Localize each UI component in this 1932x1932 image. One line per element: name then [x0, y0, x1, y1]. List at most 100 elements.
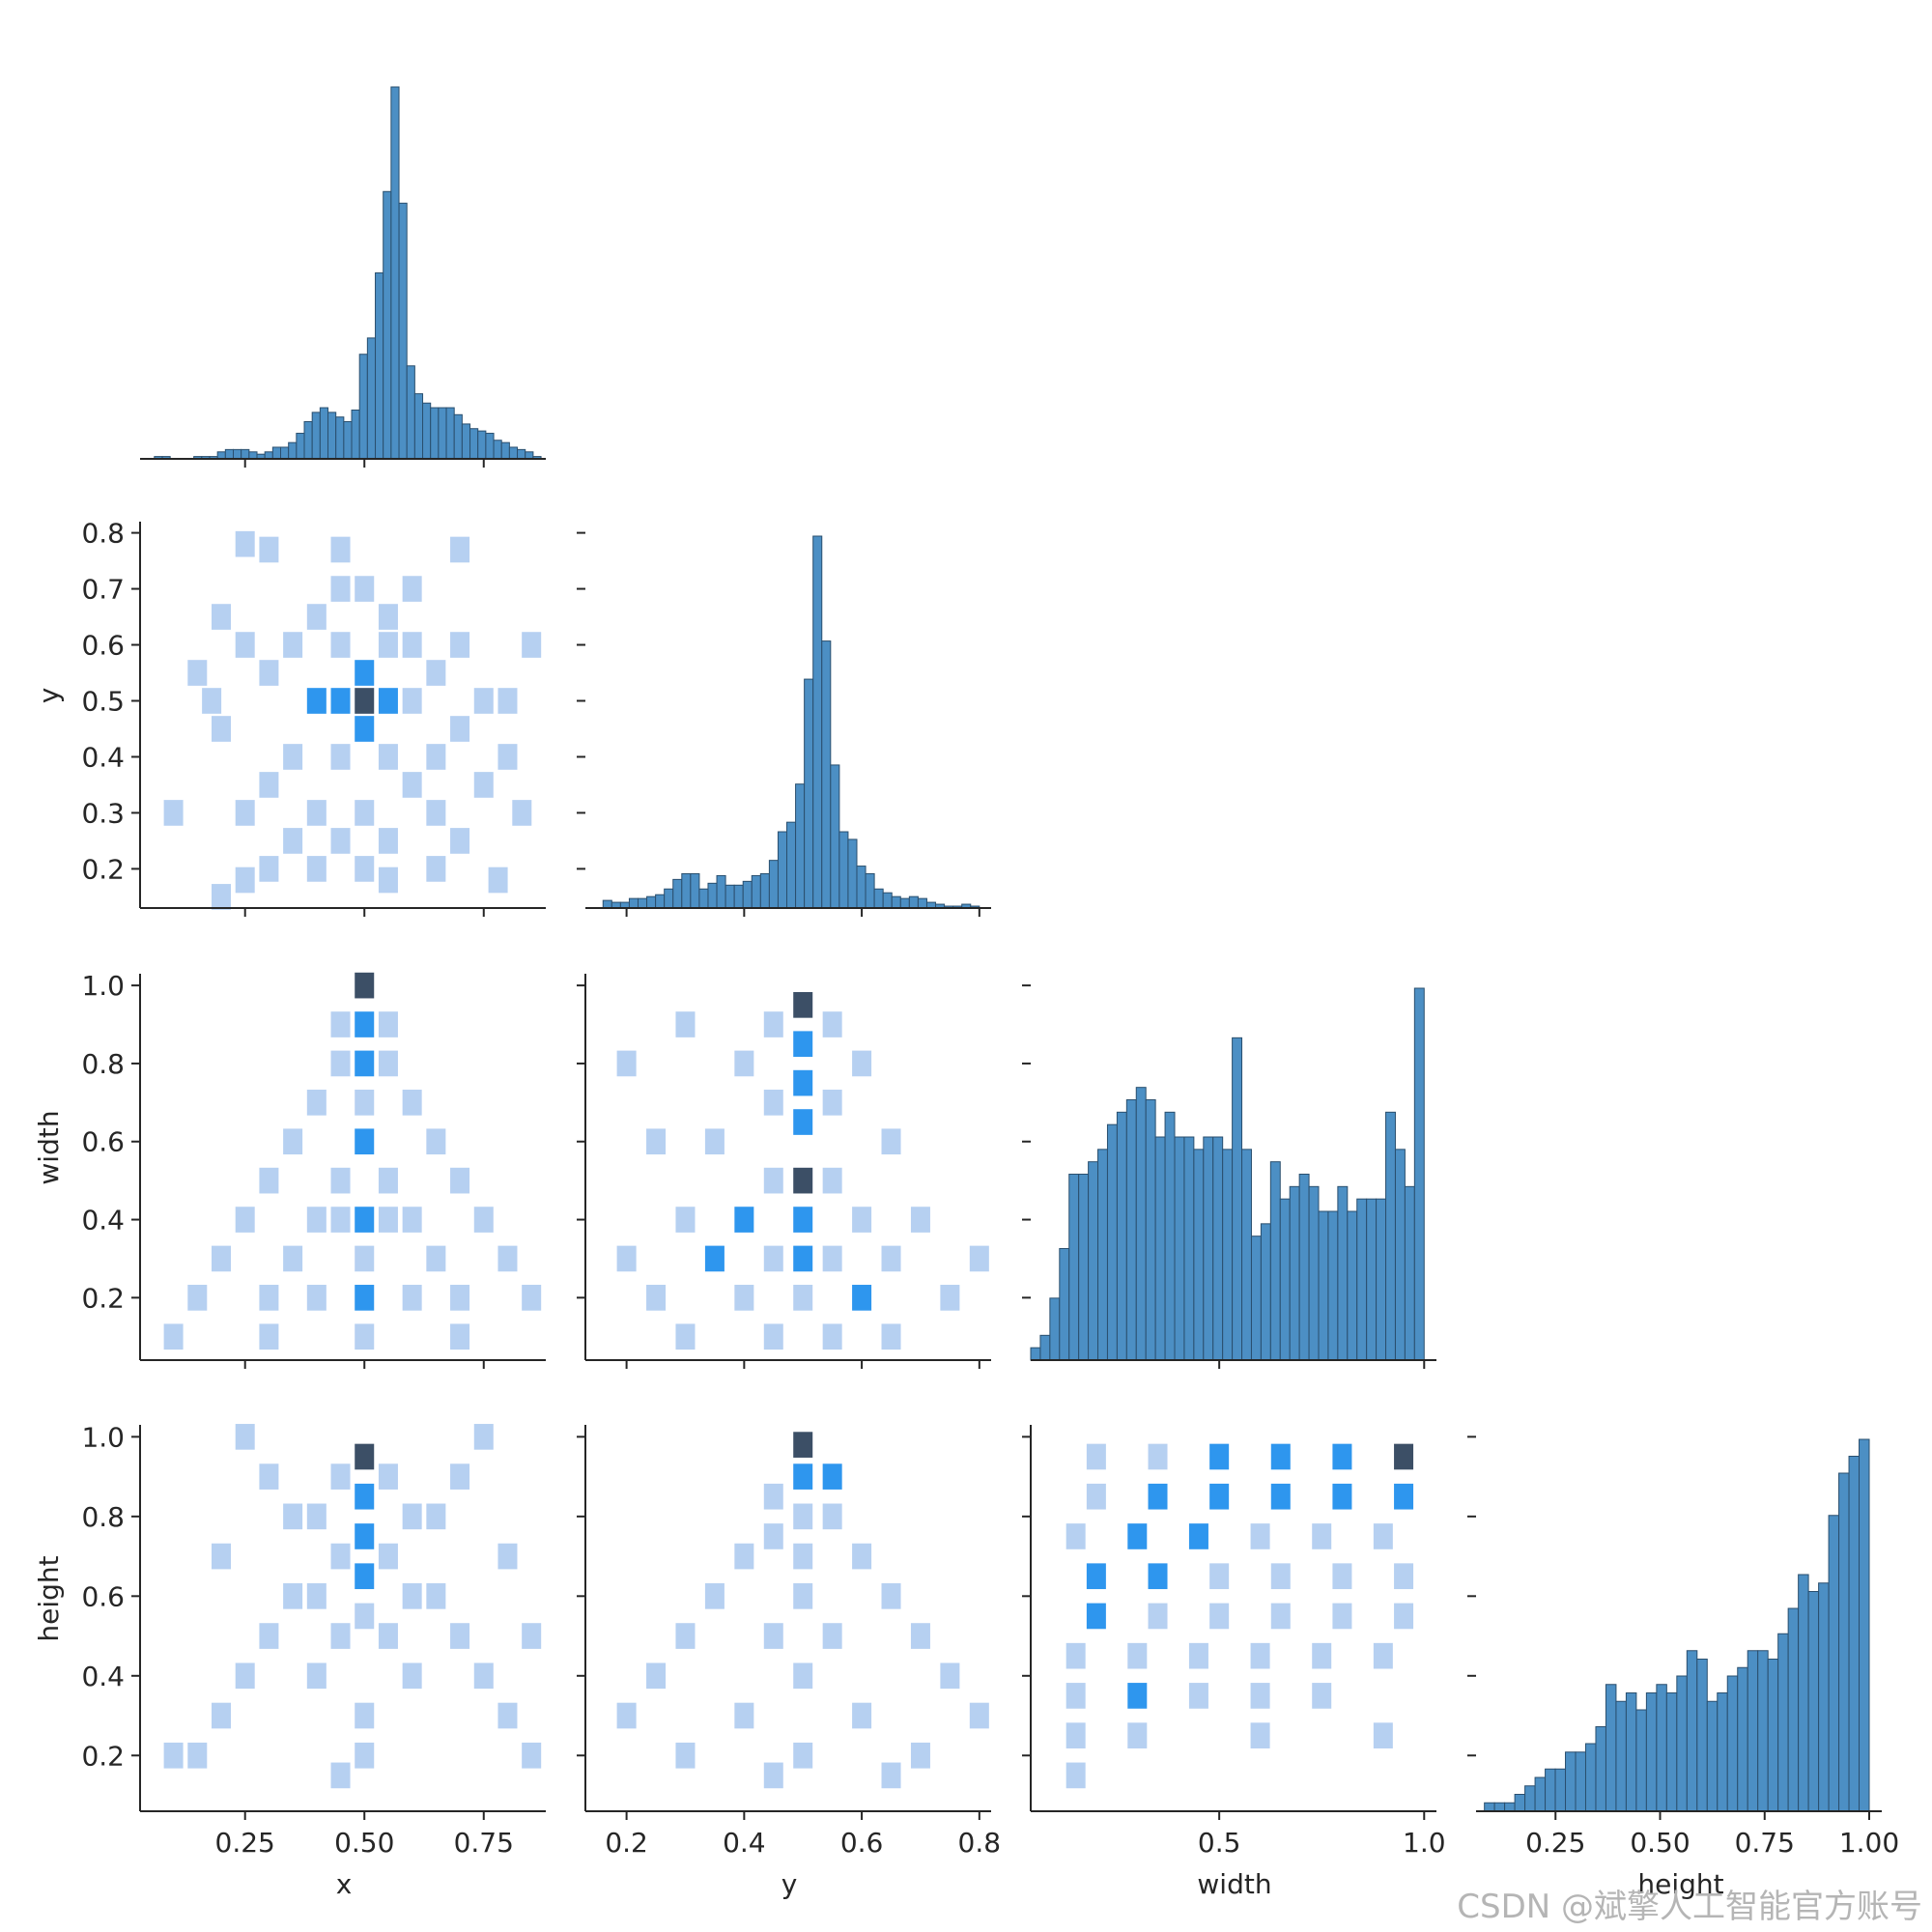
heat-cell-y-x [259, 772, 279, 798]
heat-cell-height-x [378, 1463, 398, 1490]
hist-bar-width [1106, 1123, 1118, 1361]
heat-cell-height-y [704, 1582, 724, 1609]
hist-bar-width [1260, 1223, 1271, 1361]
hist-bar-height [1726, 1675, 1739, 1812]
hist-bar-x [390, 86, 400, 460]
hist-bar-x [248, 451, 258, 460]
heat-cell-height-y [852, 1543, 872, 1570]
heat-cell-height-x [355, 1702, 375, 1729]
heat-cell-width-x [163, 1323, 184, 1350]
hist-bar-height [1645, 1692, 1658, 1812]
heat-cell-height-width [1086, 1483, 1106, 1510]
hist-bar-width [1049, 1297, 1061, 1361]
heat-cell-width-y [646, 1285, 667, 1311]
heat-cell-height-x [355, 1742, 375, 1769]
panel-y-vs-y [577, 531, 991, 917]
hist-bar-x [453, 413, 463, 460]
hist-bar-x [264, 451, 273, 460]
heat-cell-height-width [1065, 1722, 1086, 1748]
heat-cell-width-x [259, 1285, 279, 1311]
heat-cell-width-y [763, 1090, 783, 1116]
heat-cell-width-x [450, 1323, 470, 1350]
hist-bar-y [804, 678, 814, 909]
heat-cell-height-width [1148, 1483, 1168, 1510]
heat-cell-y-x [235, 867, 255, 894]
heat-cell-width-y [763, 1167, 783, 1194]
hist-bar-height [1757, 1650, 1769, 1812]
heat-cell-height-width [1312, 1683, 1332, 1709]
hist-bar-x [224, 448, 235, 460]
heat-cell-y-x [402, 632, 422, 658]
hist-bar-width [1327, 1210, 1339, 1361]
heat-cell-height-x [450, 1463, 470, 1490]
x-tick-label: 0.6 [840, 1827, 884, 1859]
heat-cell-width-y [822, 1323, 842, 1350]
heat-cell-height-width [1250, 1722, 1270, 1748]
heat-cell-height-width [1250, 1683, 1270, 1709]
heat-cell-y-x [355, 856, 375, 882]
heat-cell-y-x [450, 716, 470, 742]
heat-cell-y-x [330, 576, 351, 602]
heat-cell-height-x [187, 1742, 208, 1769]
heat-cell-height-x [522, 1623, 542, 1649]
heat-cell-width-y [793, 1167, 813, 1194]
heat-cell-height-y [881, 1582, 901, 1609]
heat-cell-width-x [283, 1245, 303, 1272]
heat-cell-height-y [646, 1662, 667, 1690]
hist-bar-width [1347, 1210, 1358, 1361]
hist-bar-width [1116, 1111, 1127, 1361]
y-tick-label: 0.6 [81, 1126, 125, 1158]
heat-cell-width-x [330, 1011, 351, 1037]
hist-bar-y [698, 888, 709, 909]
panel-y-vs-x: 0.2 0.3 0.4 0.5 0.6 0.7 0.8 [81, 518, 546, 917]
hist-bar-y [751, 874, 761, 909]
heat-cell-height-width [1394, 1563, 1414, 1590]
heat-cell-width-x [306, 1285, 327, 1311]
hist-bar-y [742, 880, 753, 909]
hist-bar-width [1203, 1136, 1214, 1361]
hist-bar-height [1605, 1684, 1617, 1812]
hist-bar-y [602, 899, 612, 909]
heat-cell-y-x [355, 800, 375, 826]
hist-bar-height [1625, 1692, 1637, 1812]
heat-cell-height-x [402, 1503, 422, 1530]
heat-cell-width-y [646, 1128, 667, 1155]
hist-bar-y [672, 878, 683, 909]
heat-cell-height-x [259, 1463, 279, 1490]
x-tick-label: 0.5 [1198, 1827, 1241, 1859]
heat-cell-height-width [1209, 1563, 1230, 1590]
heat-cell-width-y [763, 1011, 783, 1037]
heat-cell-y-x [235, 530, 255, 557]
heat-cell-width-x [330, 1207, 351, 1233]
heat-cell-height-x [473, 1424, 494, 1450]
heat-cell-height-x [522, 1742, 542, 1769]
heat-cell-height-width [1065, 1642, 1086, 1669]
heat-cell-height-x [426, 1582, 446, 1609]
hist-bar-height [1554, 1768, 1567, 1812]
hist-bar-y [786, 821, 797, 909]
heat-cell-height-width [1209, 1483, 1230, 1510]
heat-cell-width-x [330, 1167, 351, 1194]
heat-cell-width-y [793, 991, 813, 1018]
hist-bar-height [1615, 1700, 1627, 1812]
hist-bar-x [469, 428, 479, 460]
heat-cell-y-x [473, 688, 494, 714]
heat-cell-height-width [1086, 1443, 1106, 1470]
heat-cell-height-y [616, 1702, 637, 1729]
heat-cell-width-y [616, 1050, 637, 1077]
hist-bar-x [493, 440, 502, 460]
hist-bar-x [508, 446, 519, 460]
y-tick-label: 0.8 [81, 1501, 125, 1533]
hist-bar-height [1859, 1438, 1870, 1812]
heat-cell-width-x [450, 1167, 470, 1194]
hist-bar-x [241, 448, 250, 460]
heat-cell-width-y [675, 1011, 696, 1037]
heat-cell-y-x [402, 772, 422, 798]
heat-cell-height-width [1332, 1483, 1352, 1510]
hist-bar-y [838, 831, 849, 909]
heat-cell-width-x [378, 1011, 398, 1037]
hist-bar-y [856, 866, 867, 909]
hist-bar-height [1656, 1684, 1667, 1812]
heat-cell-height-x [473, 1662, 494, 1690]
heat-cell-height-x [330, 1463, 351, 1490]
